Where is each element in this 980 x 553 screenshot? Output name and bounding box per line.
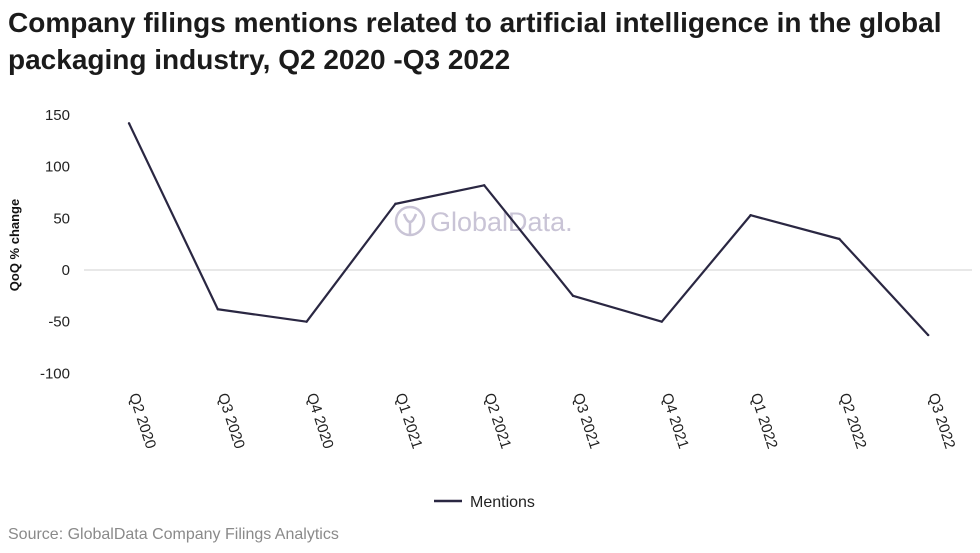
x-tick-label: Q3 2022 (924, 391, 958, 451)
chart-title: Company filings mentions related to arti… (8, 7, 942, 75)
x-tick-label: Q3 2020 (214, 391, 248, 451)
series-line-mentions (128, 122, 930, 336)
y-axis-label: QoQ % change (7, 199, 22, 291)
x-tick-label: Q4 2020 (303, 391, 337, 451)
x-tick-label: Q2 2022 (836, 391, 870, 451)
y-tick-label: 100 (45, 159, 70, 176)
x-tick-label: Q2 2021 (480, 391, 514, 451)
y-tick-label: 0 (62, 262, 70, 279)
globaldata-logo-icon (394, 205, 426, 237)
y-tick-label: -50 (48, 314, 70, 331)
data-point (571, 294, 575, 298)
data-point (660, 320, 663, 323)
data-point (394, 202, 397, 206)
legend-label: Mentions (470, 494, 535, 511)
data-point (749, 214, 752, 217)
x-tick-label: Q2 2020 (125, 391, 159, 451)
y-tick-label: 50 (53, 210, 70, 227)
x-tick-label: Q4 2021 (658, 391, 692, 451)
x-tick-label: Q1 2022 (747, 391, 781, 451)
x-tick-label: Q3 2021 (569, 391, 603, 451)
globaldata-watermark: GlobalData. (394, 205, 573, 237)
data-point (838, 237, 841, 241)
source-note: Source: GlobalData Company Filings Analy… (8, 526, 339, 543)
data-point (927, 333, 930, 337)
y-tick-label: 150 (45, 107, 70, 124)
data-point (127, 122, 131, 125)
data-point (483, 184, 486, 187)
y-tick-label: -100 (40, 365, 70, 382)
x-tick-label: Q1 2021 (392, 391, 426, 451)
data-point (305, 320, 308, 323)
data-point (216, 308, 219, 311)
watermark-text: GlobalData. (430, 207, 573, 237)
